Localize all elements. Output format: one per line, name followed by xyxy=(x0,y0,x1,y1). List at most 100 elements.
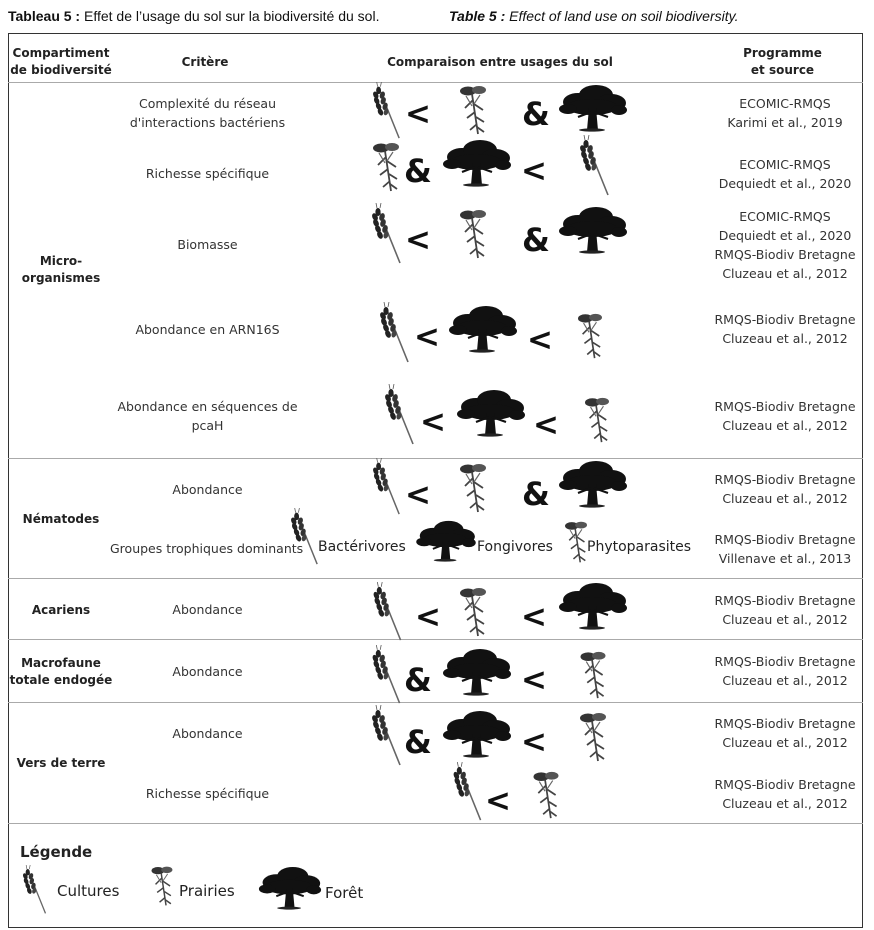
criterion-text: Groupes trophiques dominants xyxy=(110,541,304,556)
wheat-icon xyxy=(371,203,403,265)
source-text: ECOMIC-RMQS xyxy=(739,157,831,172)
header-source-line1: Programme xyxy=(743,46,822,60)
header-compartment: Compartiment de biodiversité xyxy=(8,45,114,79)
criterion-text: Richesse spécifique xyxy=(145,786,270,801)
ampersand-symbol: & xyxy=(522,221,550,259)
source-cell: RMQS-Biodiv Bretagne Villenave et al., 20… xyxy=(700,530,870,568)
grass-icon xyxy=(578,650,608,700)
less-than-symbol: < xyxy=(485,783,511,819)
less-than-symbol: < xyxy=(521,662,547,698)
less-than-symbol: < xyxy=(405,222,431,258)
criterion-text: Biomasse xyxy=(177,237,238,252)
criterion-text: d'interactions bactériens xyxy=(129,115,286,130)
ampersand-symbol: & xyxy=(522,95,550,133)
header-criterion: Critère xyxy=(181,55,229,69)
source-text: Villenave et al., 2013 xyxy=(718,551,852,566)
grass-icon xyxy=(578,711,608,763)
criterion-text: Complexité du réseau xyxy=(138,96,277,111)
source-cell: ECOMIC-RMQS Karimi et al., 2019 xyxy=(700,94,870,132)
criterion-cell: Abondance xyxy=(115,480,300,499)
caption-french-label: Tableau 5 : xyxy=(8,8,81,24)
compartment-micro-line2: organismes xyxy=(21,271,101,285)
tree-icon xyxy=(258,866,322,910)
less-than-symbol: < xyxy=(527,322,553,358)
ampersand-symbol: & xyxy=(404,723,432,761)
criterion-text: pcaH xyxy=(191,418,224,433)
source-text: Cluzeau et al., 2012 xyxy=(722,331,848,346)
criterion-text: Abondance en ARN16S xyxy=(135,322,280,337)
criterion-text: Abondance xyxy=(172,602,243,617)
tree-icon xyxy=(415,520,477,562)
legend-cultures-label: Cultures xyxy=(57,882,120,900)
source-text: RMQS-Biodiv Bretagne xyxy=(714,777,856,792)
source-text: RMQS-Biodiv Bretagne xyxy=(714,716,856,731)
grass-icon xyxy=(371,140,401,194)
grass-icon xyxy=(458,206,488,262)
source-cell: RMQS-Biodiv Bretagne Cluzeau et al., 2012 xyxy=(700,310,870,348)
grass-icon xyxy=(575,312,605,360)
criterion-cell: Richesse spécifique xyxy=(115,164,300,183)
less-than-symbol: < xyxy=(533,407,559,443)
source-cell: ECOMIC-RMQS Dequiedt et al., 2020 RMQS-Bio… xyxy=(700,207,870,283)
less-than-symbol: < xyxy=(415,599,441,635)
source-text: Cluzeau et al., 2012 xyxy=(722,735,848,750)
tree-icon xyxy=(558,206,628,254)
source-text: Cluzeau et al., 2012 xyxy=(722,796,848,811)
ampersand-symbol: & xyxy=(404,152,432,190)
criterion-cell: Biomasse xyxy=(115,235,300,254)
compartment-micro-line1: Micro- xyxy=(39,254,83,268)
caption-english-label: Table 5 : xyxy=(449,8,506,24)
fongivores-label: Fongivores xyxy=(477,539,553,555)
criterion-cell: Abondance xyxy=(115,724,300,743)
wheat-icon xyxy=(371,458,403,516)
tree-icon xyxy=(456,389,526,437)
grass-icon xyxy=(458,82,488,138)
source-cell: RMQS-Biodiv Bretagne Cluzeau et al., 2012 xyxy=(700,652,870,690)
criterion-text: Richesse spécifique xyxy=(145,166,270,181)
ampersand-symbol: & xyxy=(522,475,550,513)
table-frame xyxy=(8,33,863,928)
source-text: RMQS-Biodiv Bretagne xyxy=(714,532,856,547)
divider-macrofaune-vers xyxy=(8,702,863,703)
less-than-symbol: < xyxy=(405,477,431,513)
grass-icon xyxy=(562,520,590,564)
source-text: Cluzeau et al., 2012 xyxy=(722,673,848,688)
tree-icon xyxy=(442,139,512,187)
tree-icon xyxy=(558,582,628,630)
source-text: Karimi et al., 2019 xyxy=(727,115,843,130)
wheat-icon xyxy=(371,705,403,767)
grass-icon xyxy=(148,865,176,907)
phytoparasites-label: Phytoparasites xyxy=(587,539,692,555)
source-text: ECOMIC-RMQS xyxy=(739,209,831,224)
header-comparison: Comparaison entre usages du sol xyxy=(387,55,613,69)
source-cell: RMQS-Biodiv Bretagne Cluzeau et al., 2012 xyxy=(700,397,870,435)
divider-legend xyxy=(8,823,863,824)
grass-icon xyxy=(582,396,612,444)
divider-acariens-macrofaune xyxy=(8,639,863,640)
tree-icon xyxy=(442,648,512,696)
less-than-symbol: < xyxy=(405,96,431,132)
caption-english: Table 5 : Effect of land use on soil bio… xyxy=(449,8,738,24)
divider-nematodes-acariens xyxy=(8,578,863,579)
criterion-cell: Abondance xyxy=(115,662,300,681)
source-cell: RMQS-Biodiv Bretagne Cluzeau et al., 2012 xyxy=(700,714,870,752)
less-than-symbol: < xyxy=(521,724,547,760)
criterion-cell: Abondance xyxy=(115,600,300,619)
compartment-macrofaune: Macrofaune totale endogée xyxy=(8,655,114,689)
caption-english-text: Effect of land use on soil biodiversity. xyxy=(509,8,739,24)
criterion-cell: Abondance en ARN16S xyxy=(115,320,300,339)
criterion-text: Abondance en séquences de xyxy=(117,399,298,414)
header-source: Programme et source xyxy=(700,45,865,79)
source-text: RMQS-Biodiv Bretagne xyxy=(714,472,856,487)
tree-icon xyxy=(558,460,628,508)
criterion-text: Abondance xyxy=(172,482,243,497)
source-cell: RMQS-Biodiv Bretagne Cluzeau et al., 2012 xyxy=(700,775,870,813)
wheat-icon xyxy=(379,302,411,364)
less-than-symbol: < xyxy=(521,599,547,635)
compartment-micro-organismes: Micro- organismes xyxy=(8,253,114,287)
source-text: RMQS-Biodiv Bretagne xyxy=(714,399,856,414)
grass-icon xyxy=(458,461,488,515)
wheat-icon xyxy=(20,865,50,915)
less-than-symbol: < xyxy=(521,153,547,189)
compartment-macrofaune-line2: totale endogée xyxy=(9,673,113,687)
